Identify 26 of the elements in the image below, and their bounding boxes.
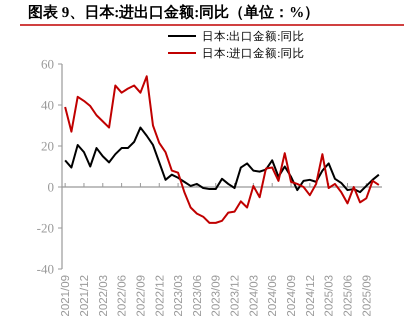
x-tick-label: 2022/06 bbox=[116, 275, 129, 317]
x-tick-label: 2021/09 bbox=[60, 275, 72, 317]
y-tick-label: 60 bbox=[41, 56, 54, 72]
x-tick-label: 2024/03 bbox=[248, 275, 260, 317]
x-tick-label: 2023/09 bbox=[210, 275, 223, 317]
x-tick-label: 2022/12 bbox=[154, 275, 166, 317]
y-tick-label: -20 bbox=[36, 220, 54, 236]
legend-label: 日本:出口金额:同比 bbox=[202, 29, 304, 43]
y-tick-label: -40 bbox=[36, 262, 54, 276]
x-tick-label: 2022/03 bbox=[98, 275, 110, 317]
x-tick-label: 2024/09 bbox=[286, 275, 298, 317]
x-tick-label: 2023/03 bbox=[173, 275, 186, 317]
x-tick-label: 2021/12 bbox=[78, 275, 91, 317]
x-tick-label: 2025/09 bbox=[361, 275, 374, 317]
x-tick-label: 2024/06 bbox=[267, 275, 280, 317]
x-tick-label: 2024/12 bbox=[304, 275, 317, 317]
chart-title: 图表 9、日本:进出口金额:同比（单位：%） bbox=[28, 3, 320, 21]
y-tick-label: 0 bbox=[48, 180, 54, 194]
legend-label: 日本:进口金额:同比 bbox=[202, 46, 304, 60]
x-tick-label: 2025/03 bbox=[324, 275, 336, 317]
x-tick-label: 2023/12 bbox=[230, 275, 242, 317]
y-tick-label: 40 bbox=[41, 98, 54, 112]
x-tick-label: 2025/06 bbox=[342, 275, 354, 317]
y-tick-label: 20 bbox=[41, 138, 54, 154]
x-tick-label: 2022/09 bbox=[135, 275, 148, 317]
x-tick-label: 2023/06 bbox=[192, 275, 204, 317]
